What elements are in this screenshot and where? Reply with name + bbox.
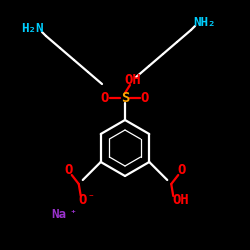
Text: Na: Na — [51, 208, 66, 220]
Text: O: O — [141, 91, 149, 105]
Text: S: S — [121, 91, 129, 105]
Text: ⁺: ⁺ — [70, 209, 76, 219]
Text: O: O — [101, 91, 109, 105]
Text: OH: OH — [173, 193, 190, 207]
Text: O: O — [78, 193, 87, 207]
Text: OH: OH — [124, 73, 142, 87]
Text: H₂N: H₂N — [21, 22, 43, 35]
Text: NH₂: NH₂ — [194, 16, 216, 28]
Text: ⁻: ⁻ — [88, 193, 94, 203]
Text: O: O — [64, 163, 73, 177]
Text: O: O — [177, 163, 186, 177]
